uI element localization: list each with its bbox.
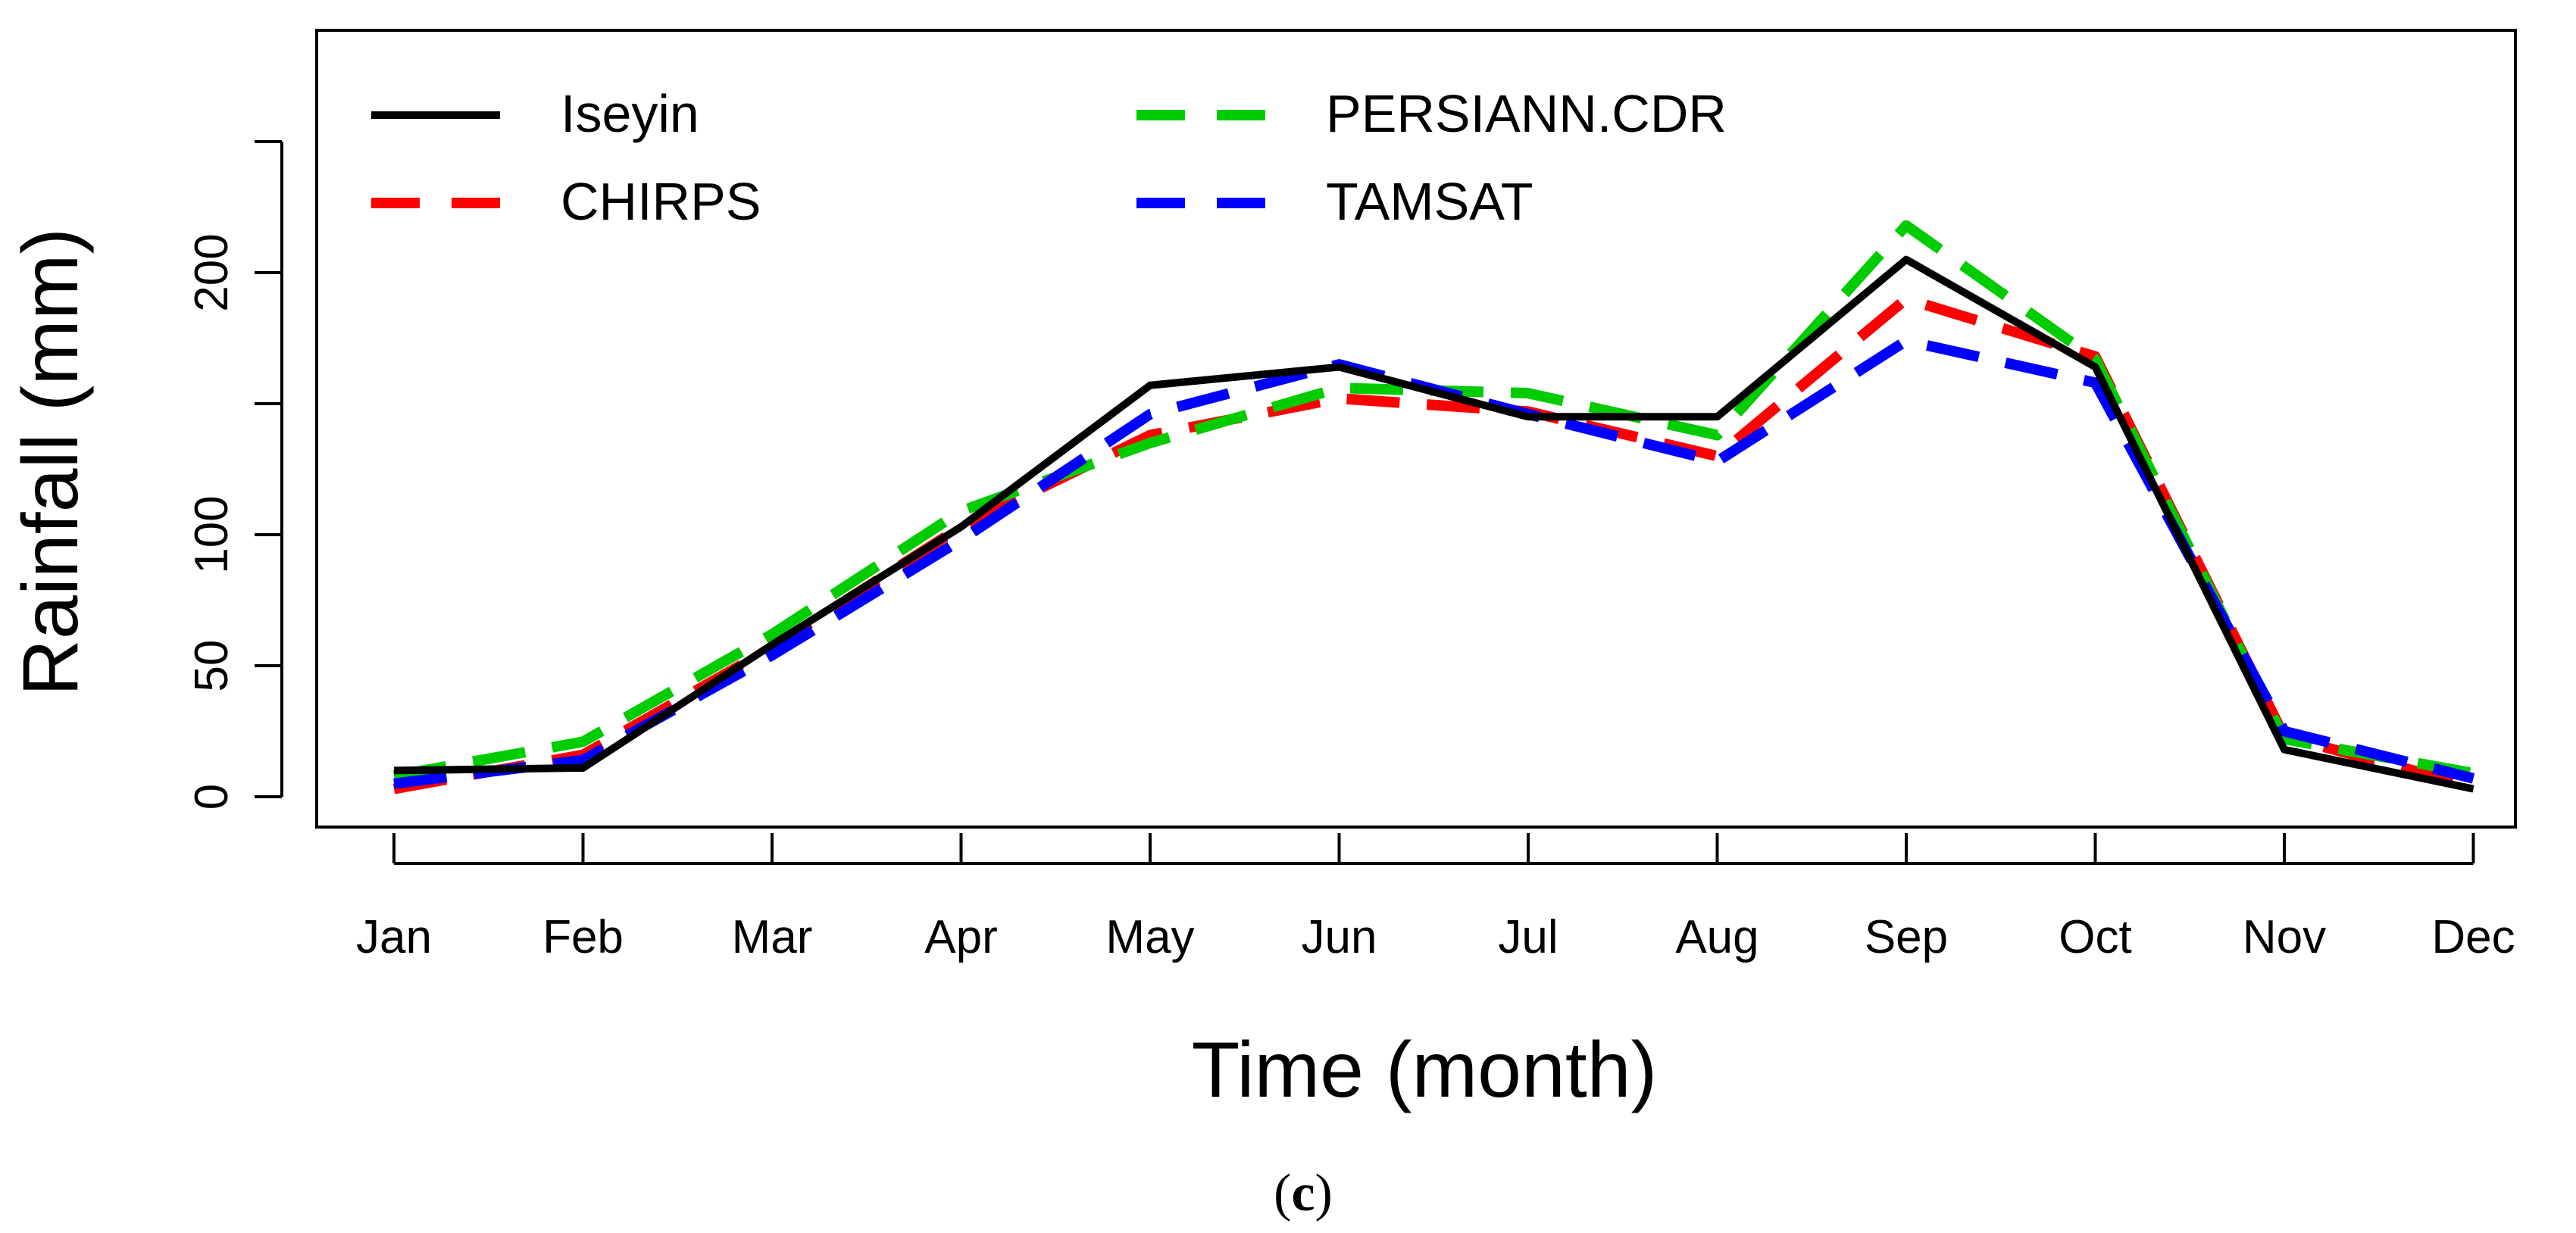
legend-label: CHIRPS — [561, 172, 761, 231]
y-tick-label: 50 — [186, 640, 238, 692]
figure-caption: (c) — [1274, 1164, 1333, 1222]
series-lines — [392, 220, 2475, 794]
legend-item: PERSIANN.CDR — [1136, 84, 1727, 143]
x-axis-label: Time (month) — [1192, 1026, 1657, 1114]
x-tick-label: Jul — [1498, 911, 1558, 963]
y-tick-label: 100 — [186, 495, 238, 573]
x-tick-label: Mar — [732, 911, 813, 963]
x-tick-label: Dec — [2431, 911, 2515, 963]
x-tick-label: Nov — [2243, 911, 2326, 963]
x-axis: Jan Feb Mar Apr May Jun Jul Aug Sep Oct Nov Dec — [356, 833, 2515, 963]
svg-text:(c): (c) — [1274, 1164, 1333, 1222]
y-tick-label: 200 — [186, 233, 238, 311]
x-tick-label: Sep — [1865, 911, 1948, 963]
series-line-chirps — [392, 293, 2475, 794]
legend-label: PERSIANN.CDR — [1326, 84, 1727, 143]
y-axis: 0 50 100 200 — [186, 140, 283, 810]
x-tick-label: Apr — [924, 911, 997, 963]
x-tick-label: Aug — [1675, 911, 1758, 963]
legend-item: TAMSAT — [1136, 172, 1533, 231]
x-tick-label: Oct — [2059, 911, 2131, 963]
x-tick-label: Jan — [356, 911, 432, 963]
legend-label: TAMSAT — [1326, 172, 1533, 231]
legend-item: CHIRPS — [371, 172, 761, 231]
x-tick-label: Feb — [542, 911, 624, 963]
y-axis-label: Rainfall (mm) — [7, 228, 95, 696]
x-tick-label: May — [1105, 911, 1194, 963]
caption-letter: c — [1291, 1164, 1315, 1222]
legend: Iseyin CHIRPS PERSIANN.CDR TAMSAT — [371, 84, 1727, 231]
legend-item: Iseyin — [371, 84, 699, 143]
series-line-iseyin — [393, 255, 2474, 793]
x-tick-label: Jun — [1302, 911, 1377, 963]
y-tick-label: 0 — [186, 784, 238, 810]
legend-label: Iseyin — [561, 84, 699, 143]
plot-frame — [315, 29, 2517, 829]
